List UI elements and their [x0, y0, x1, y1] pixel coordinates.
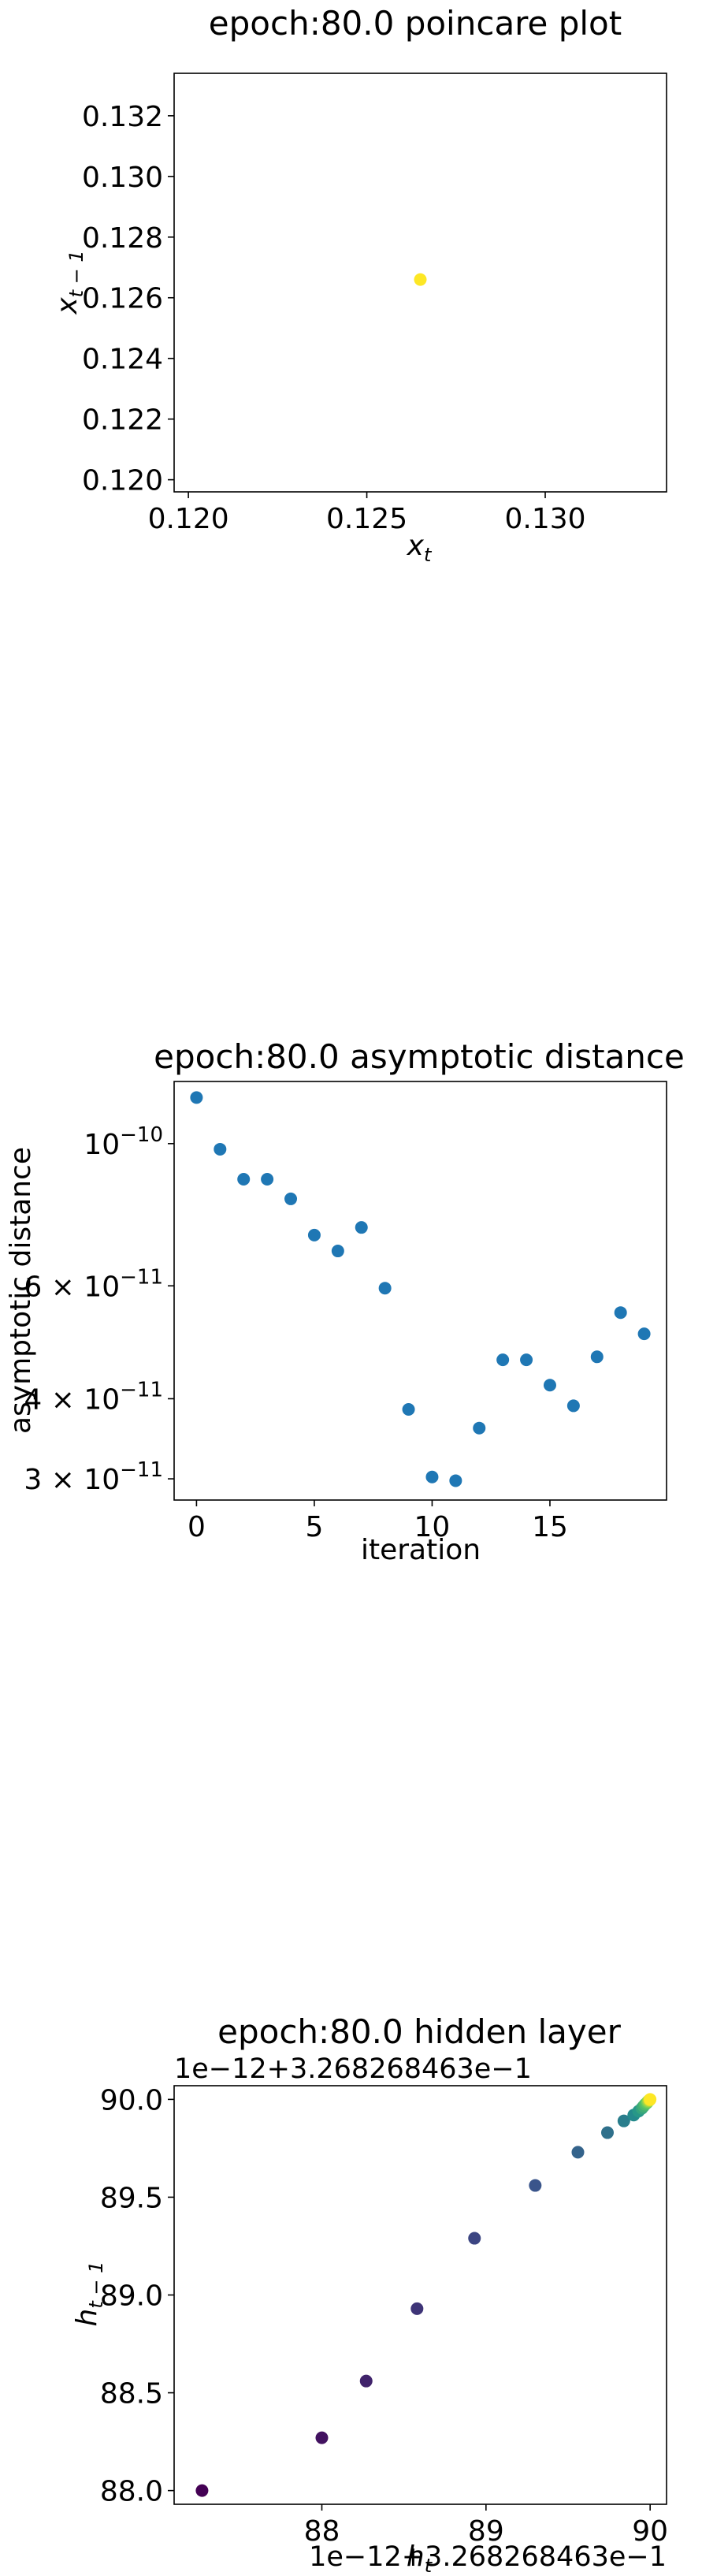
poincare-point — [414, 273, 427, 286]
asymptotic-x-tick-label: 5 — [305, 1511, 323, 1543]
poincare-title: epoch:80.0 poincare plot — [209, 4, 622, 43]
hidden-layer-points — [195, 2093, 657, 2497]
hidden-layer-point — [195, 2484, 209, 2497]
poincare-x-axis-label: xt — [407, 530, 433, 566]
poincare-points — [414, 273, 427, 286]
poincare-y-tick-label: 0.126 — [82, 283, 163, 315]
poincare-plot-frame — [173, 73, 667, 493]
poincare-x-tick-label: 0.120 — [148, 503, 229, 535]
asymptotic-point — [284, 1192, 298, 1205]
asymptotic-point — [566, 1399, 580, 1413]
asymptotic-y-tick-label: 3 × 10−11 — [24, 1458, 163, 1496]
poincare-y-tick-label: 0.132 — [82, 101, 163, 133]
asymptotic-y-tick-label: 10−10 — [84, 1123, 163, 1161]
poincare-y-tick-label: 0.130 — [82, 162, 163, 194]
hidden-layer-y-tick-label: 88.0 — [100, 2476, 163, 2508]
hidden-layer-title: epoch:80.0 hidden layer — [217, 2012, 621, 2051]
hidden-layer-y-tick-label: 90.0 — [100, 2084, 163, 2116]
asymptotic-x-tick-label: 0 — [188, 1511, 206, 1543]
asymptotic-point — [543, 1379, 556, 1392]
asymptotic-plot-frame — [173, 1081, 667, 1501]
asymptotic-y-axis-label: asymptotic distance — [5, 1147, 37, 1434]
hidden-layer-y-tick-label: 89.5 — [100, 2182, 163, 2214]
poincare-x-tick-label: 0.125 — [326, 503, 407, 535]
asymptotic-y-tick-label: 4 × 10−11 — [24, 1378, 163, 1416]
asymptotic-point — [425, 1470, 439, 1483]
poincare-y-axis-label: xt − 1 — [51, 250, 87, 315]
hidden-layer-point — [617, 2114, 630, 2127]
asymptotic-point — [378, 1282, 392, 1295]
asymptotic-x-axis-label: iteration — [361, 1534, 481, 1566]
hidden-layer-x-tick-label: 89 — [468, 2515, 504, 2548]
asymptotic-y-tick-label: 6 × 10−11 — [24, 1265, 163, 1303]
hidden-layer-x-offset-label: 1e−12+3.268268463e−1 — [309, 2541, 667, 2573]
asymptotic-point — [214, 1142, 227, 1156]
asymptotic-point — [307, 1228, 321, 1241]
asymptotic-distance-chart: epoch:80.0 asymptotic distance 0 5 10 15 10… — [5, 1037, 685, 1566]
asymptotic-point — [402, 1402, 415, 1416]
poincare-chart: epoch:80.0 poincare plot 0.120 0.125 0.130… — [51, 4, 667, 566]
hidden-layer-point — [359, 2374, 373, 2388]
hidden-layer-x-tick-label: 88 — [304, 2515, 340, 2548]
hidden-layer-point — [468, 2232, 481, 2245]
poincare-y-tick-label: 0.120 — [82, 465, 163, 497]
hidden-layer-plot-frame — [173, 2085, 667, 2505]
asymptotic-x-tick-label: 15 — [532, 1511, 568, 1543]
asymptotic-point — [496, 1353, 510, 1367]
poincare-y-tick-label: 0.122 — [82, 404, 163, 437]
asymptotic-point — [331, 1245, 344, 1258]
hidden-layer-chart: epoch:80.0 hidden layer 1e−12+3.26826846… — [71, 2012, 668, 2576]
hidden-layer-point — [571, 2146, 585, 2159]
asymptotic-point — [190, 1091, 203, 1104]
poincare-x-tick-label: 0.130 — [504, 503, 585, 535]
hidden-layer-point — [601, 2126, 614, 2139]
asymptotic-points — [190, 1091, 651, 1487]
asymptotic-point — [520, 1353, 533, 1367]
poincare-y-tick-label: 0.124 — [82, 344, 163, 376]
asymptotic-point — [355, 1221, 368, 1234]
asymptotic-point — [473, 1421, 486, 1435]
poincare-y-ticks: 0.120 0.122 0.124 0.126 0.128 0.130 0.132 — [82, 101, 174, 497]
asymptotic-point — [237, 1172, 251, 1186]
hidden-layer-y-axis-label: ht − 1 — [71, 2261, 107, 2327]
asymptotic-point — [614, 1306, 627, 1320]
hidden-layer-x-axis-label: ht — [407, 2541, 433, 2576]
poincare-y-tick-label: 0.128 — [82, 222, 163, 255]
hidden-layer-point — [315, 2431, 329, 2444]
hidden-layer-point — [410, 2302, 424, 2315]
poincare-x-ticks: 0.120 0.125 0.130 — [148, 492, 586, 535]
hidden-layer-point — [644, 2093, 657, 2106]
asymptotic-x-ticks: 0 5 10 15 — [188, 1500, 568, 1543]
asymptotic-point — [261, 1172, 274, 1186]
asymptotic-point — [449, 1474, 462, 1487]
hidden-layer-x-tick-label: 90 — [632, 2515, 668, 2548]
asymptotic-title: epoch:80.0 asymptotic distance — [154, 1037, 685, 1076]
asymptotic-point — [637, 1327, 651, 1341]
asymptotic-y-ticks: 10−10 6 × 10−11 4 × 10−11 3 × 10−11 — [24, 1123, 174, 1496]
hidden-layer-y-ticks: 88.0 88.5 89.0 89.5 90.0 — [100, 2084, 174, 2508]
asymptotic-point — [590, 1350, 604, 1364]
hidden-layer-x-ticks: 88 89 90 — [304, 2504, 668, 2548]
hidden-layer-point — [529, 2179, 542, 2192]
hidden-layer-y-tick-label: 88.5 — [100, 2378, 163, 2410]
hidden-layer-y-offset-label: 1e−12+3.268268463e−1 — [174, 2053, 532, 2085]
asymptotic-x-tick-label: 10 — [414, 1511, 451, 1543]
hidden-layer-y-tick-label: 89.0 — [100, 2280, 163, 2313]
